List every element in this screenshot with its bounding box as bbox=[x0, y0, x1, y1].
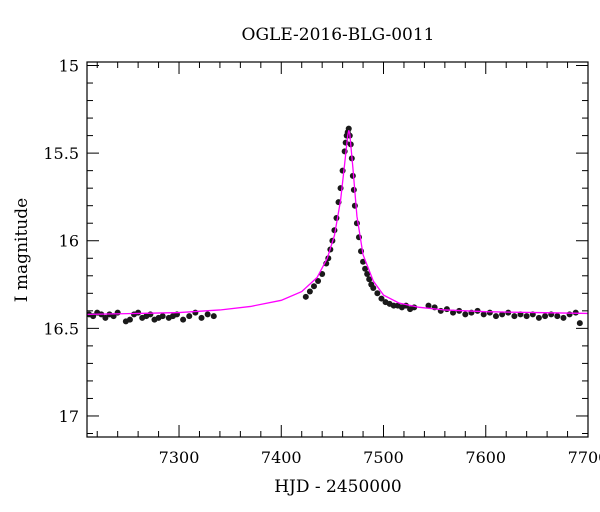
data-point bbox=[542, 313, 549, 320]
x-tick-label: 7500 bbox=[363, 448, 404, 467]
x-tick-label: 7700 bbox=[568, 448, 600, 467]
data-point bbox=[560, 314, 567, 321]
data-point bbox=[310, 283, 317, 290]
data-point bbox=[180, 316, 187, 323]
data-point bbox=[345, 125, 352, 132]
plot-area: 7300 7400 7500 7600 7700 15 15.5 16 16.5 17 bbox=[43, 57, 600, 467]
y-tick-label: 16.5 bbox=[43, 319, 79, 338]
y-tick-label: 16 bbox=[59, 232, 79, 251]
data-point bbox=[535, 314, 542, 321]
data-point bbox=[462, 311, 469, 318]
y-axis-label: I magnitude bbox=[12, 198, 32, 302]
data-point bbox=[147, 311, 154, 318]
data-point bbox=[364, 271, 371, 278]
x-axis-label: HJD - 2450000 bbox=[274, 477, 402, 497]
data-point bbox=[102, 314, 109, 321]
data-point bbox=[351, 202, 358, 209]
data-point bbox=[370, 285, 377, 292]
data-point bbox=[566, 311, 573, 318]
data-point bbox=[366, 276, 373, 283]
data-point bbox=[306, 288, 313, 295]
y-tick-label: 15 bbox=[59, 57, 79, 76]
data-point bbox=[210, 313, 217, 320]
data-point bbox=[499, 311, 506, 318]
data-point bbox=[126, 316, 133, 323]
data-point bbox=[554, 313, 561, 320]
data-point bbox=[315, 278, 322, 285]
data-point bbox=[362, 265, 369, 272]
data-point bbox=[511, 313, 518, 320]
data-point bbox=[159, 313, 166, 320]
data-point bbox=[443, 306, 450, 313]
data-point bbox=[204, 311, 211, 318]
data-point bbox=[110, 313, 117, 320]
data-point bbox=[486, 309, 493, 316]
y-tick-label: 15.5 bbox=[43, 144, 79, 163]
data-point bbox=[425, 302, 432, 309]
data-point bbox=[319, 271, 326, 278]
data-point bbox=[450, 309, 457, 316]
data-point bbox=[374, 290, 381, 297]
data-point bbox=[114, 309, 121, 316]
data-point bbox=[492, 313, 499, 320]
data-point bbox=[480, 311, 487, 318]
data-point bbox=[192, 309, 199, 316]
model-curve bbox=[87, 130, 588, 315]
data-point bbox=[572, 309, 579, 316]
x-tick-label: 7400 bbox=[261, 448, 302, 467]
data-point bbox=[198, 314, 205, 321]
data-point bbox=[576, 320, 583, 327]
plot-frame bbox=[86, 61, 589, 438]
x-tick-label: 7300 bbox=[159, 448, 200, 467]
data-point bbox=[302, 293, 309, 300]
data-point bbox=[350, 186, 357, 193]
data-point bbox=[186, 313, 193, 320]
data-point bbox=[135, 309, 142, 316]
x-tick-label: 7600 bbox=[465, 448, 506, 467]
data-point bbox=[523, 313, 530, 320]
data-point bbox=[378, 295, 385, 302]
y-tick-label: 17 bbox=[59, 407, 79, 426]
chart-title: OGLE-2016-BLG-0011 bbox=[242, 25, 435, 45]
